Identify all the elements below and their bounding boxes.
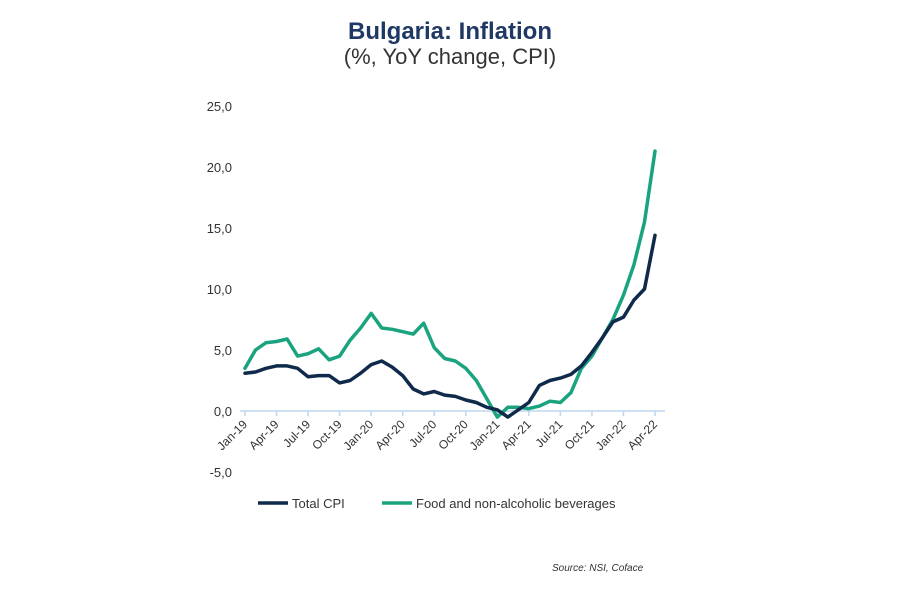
x-tick-label: Apr-21: [499, 417, 535, 453]
x-tick-label: Jan-20: [340, 417, 376, 453]
x-tick-label: Apr-19: [246, 417, 282, 453]
x-tick-label: Oct-19: [309, 417, 345, 453]
y-tick-label: 15,0: [207, 221, 232, 236]
x-tick-label: Oct-21: [562, 417, 598, 453]
y-tick-label: -5,0: [210, 465, 232, 480]
x-tick-label: Jul-20: [406, 417, 439, 450]
chart-subtitle: (%, YoY change, CPI): [343, 44, 557, 69]
x-tick-label: Jan-21: [467, 417, 503, 453]
series-line-total-cpi: [243, 233, 657, 419]
y-tick-label: 0,0: [214, 404, 232, 419]
x-tick-label: Jan-19: [214, 417, 250, 453]
x-tick-label: Apr-20: [372, 417, 408, 453]
x-tick-label: Jul-19: [280, 417, 313, 450]
x-tick-label: Jan-22: [593, 417, 629, 453]
series-line-food-and-non-alcoholic-beverages: [243, 149, 657, 419]
y-tick-label: 10,0: [207, 282, 232, 297]
source-note: Source: NSI, Coface: [552, 563, 644, 574]
x-tick-label: Oct-20: [436, 417, 472, 453]
legend-label: Food and non-alcoholic beverages: [416, 496, 616, 511]
chart-title: Bulgaria: Inflation: [348, 18, 552, 45]
x-tick-label: Jul-21: [532, 417, 565, 450]
y-tick-label: 25,0: [207, 99, 232, 114]
legend-label: Total CPI: [292, 496, 345, 511]
y-tick-label: 20,0: [207, 160, 232, 175]
x-tick-label: Apr-22: [625, 417, 661, 453]
y-tick-label: 5,0: [214, 343, 232, 358]
